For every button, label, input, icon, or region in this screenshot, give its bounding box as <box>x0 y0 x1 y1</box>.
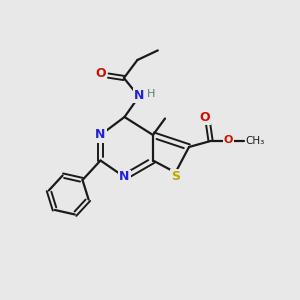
Text: N: N <box>95 128 106 142</box>
Text: O: O <box>95 67 106 80</box>
Text: N: N <box>119 170 130 184</box>
Text: N: N <box>134 88 145 102</box>
Text: S: S <box>171 169 180 183</box>
Text: O: O <box>224 135 233 146</box>
Text: CH₃: CH₃ <box>245 136 265 146</box>
Text: O: O <box>199 111 210 124</box>
Text: H: H <box>147 88 156 99</box>
